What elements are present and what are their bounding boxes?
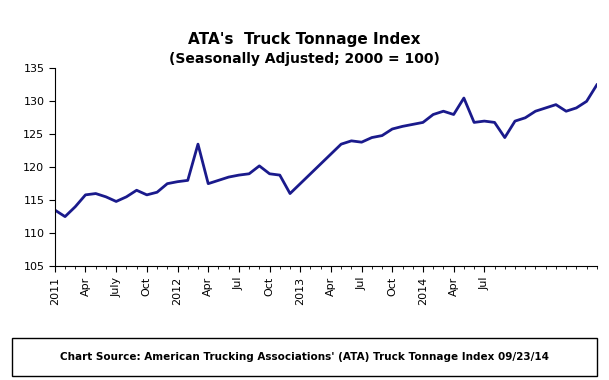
Text: ATA's  Truck Tonnage Index: ATA's Truck Tonnage Index <box>188 32 421 48</box>
FancyBboxPatch shape <box>12 338 597 376</box>
Text: (Seasonally Adjusted; 2000 = 100): (Seasonally Adjusted; 2000 = 100) <box>169 52 440 66</box>
Text: Chart Source: American Trucking Associations' (ATA) Truck Tonnage Index 09/23/14: Chart Source: American Trucking Associat… <box>60 352 549 362</box>
